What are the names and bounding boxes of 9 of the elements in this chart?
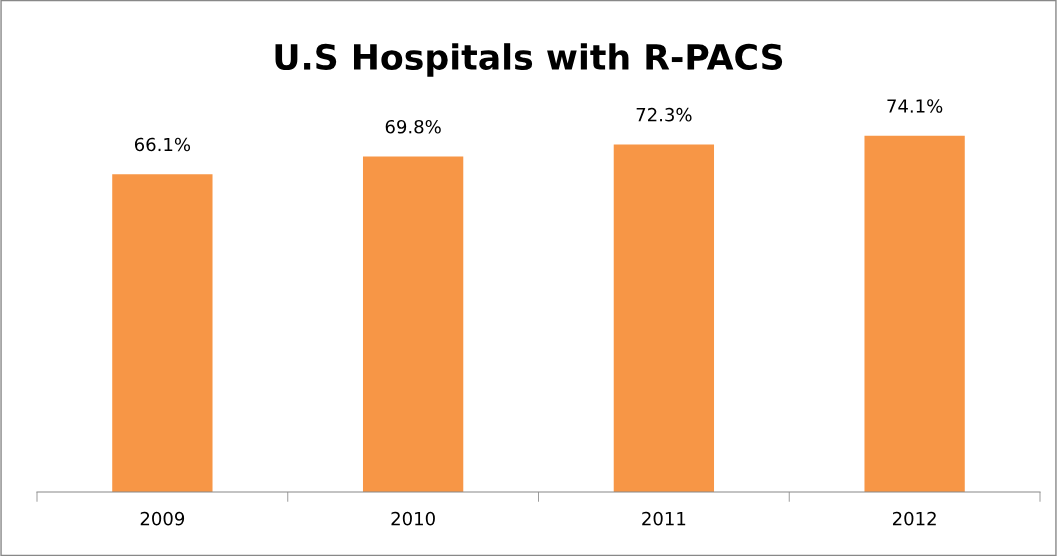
data-label: 74.1% bbox=[887, 99, 943, 113]
data-label: 66.1% bbox=[134, 137, 191, 152]
data-label: 69.8% bbox=[385, 119, 441, 134]
x-tick-label: 2011 bbox=[642, 511, 686, 526]
x-tick-label: 2009 bbox=[140, 511, 185, 526]
x-tick-label: 2012 bbox=[892, 511, 936, 526]
chart-title: U.S Hospitals with R-PACS bbox=[275, 43, 783, 77]
data-label: 72.3% bbox=[636, 107, 692, 122]
x-tick-label: 2010 bbox=[391, 511, 435, 526]
